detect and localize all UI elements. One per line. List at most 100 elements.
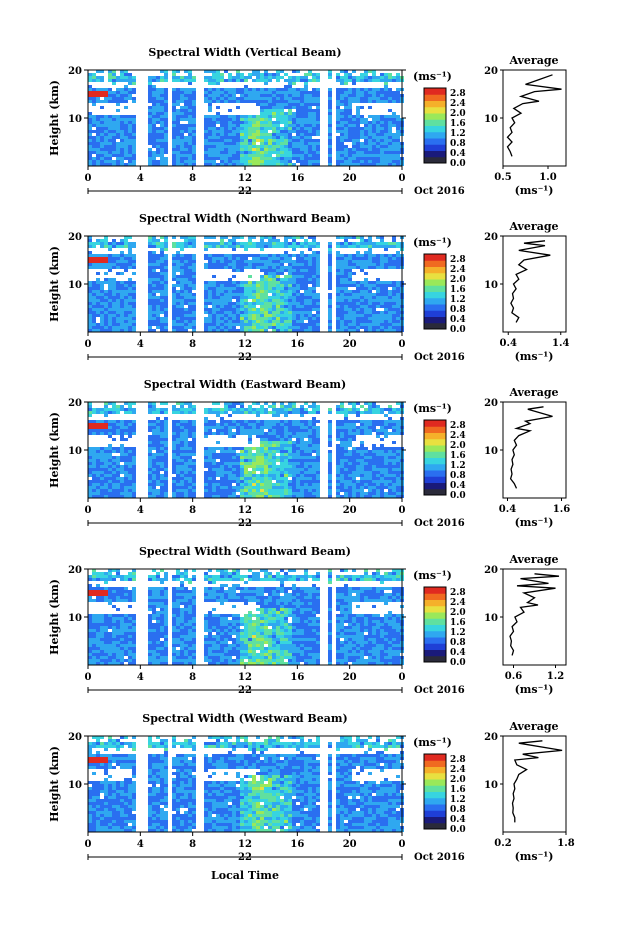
- heatmap-cell: [256, 480, 260, 483]
- heatmap-cell: [372, 88, 376, 91]
- heatmap-cell: [172, 429, 176, 432]
- heatmap-cell: [156, 239, 160, 242]
- heatmap-cell: [276, 112, 280, 115]
- heatmap-cell: [312, 281, 316, 284]
- heatmap-cell: [368, 136, 372, 139]
- heatmap-cell: [236, 76, 240, 79]
- heatmap-cell: [124, 124, 128, 127]
- heatmap-cell: [112, 438, 116, 441]
- heatmap-cell: [188, 326, 192, 329]
- heatmap-cell: [300, 251, 304, 254]
- heatmap-cell: [96, 477, 100, 480]
- heatmap-cell: [172, 411, 176, 414]
- heatmap-cell: [244, 477, 248, 480]
- heatmap-cell: [172, 420, 176, 423]
- heatmap-cell: [128, 254, 132, 257]
- heatmap-cell: [132, 290, 136, 293]
- heatmap-cell: [220, 456, 224, 459]
- heatmap-cell: [236, 471, 240, 474]
- heatmap-cell: [244, 483, 248, 486]
- heatmap-cell: [244, 308, 248, 311]
- heatmap-cell: [264, 112, 268, 115]
- heatmap-cell: [120, 254, 124, 257]
- heatmap-cell: [240, 124, 244, 127]
- heatmap-cell: [212, 115, 216, 118]
- heatmap-cell: [284, 284, 288, 287]
- heatmap-cell: [120, 260, 124, 263]
- heatmap-cell: [228, 266, 232, 269]
- heatmap-cell: [220, 136, 224, 139]
- heatmap-cell: [184, 465, 188, 468]
- heatmap-cell: [148, 435, 152, 438]
- heatmap-cell: [240, 257, 244, 260]
- heatmap-cell: [132, 154, 136, 157]
- heatmap-cell: [96, 136, 100, 139]
- heatmap-cell: [120, 408, 124, 411]
- heatmap-cell: [388, 115, 392, 118]
- heatmap-cell: [220, 124, 224, 127]
- heatmap-cell: [292, 272, 296, 275]
- heatmap-cell: [180, 100, 184, 103]
- heatmap-cell: [328, 242, 332, 245]
- heatmap-cell: [272, 278, 276, 281]
- heatmap-cell: [184, 453, 188, 456]
- heatmap-cell: [116, 323, 120, 326]
- heatmap-cell: [280, 136, 284, 139]
- heatmap-cell: [128, 317, 132, 320]
- heatmap-cell: [292, 136, 296, 139]
- heatmap-cell: [92, 468, 96, 471]
- heatmap-cell: [312, 275, 316, 278]
- heatmap-cell: [192, 148, 196, 151]
- heatmap-cell: [92, 311, 96, 314]
- heatmap-cell: [96, 239, 100, 242]
- heatmap-cell: [352, 142, 356, 145]
- heatmap-cell: [308, 109, 312, 112]
- heatmap-cell: [248, 263, 252, 266]
- heatmap-cell: [308, 145, 312, 148]
- heatmap-cell: [224, 245, 228, 248]
- heatmap-cell: [344, 263, 348, 266]
- heatmap-cell: [148, 411, 152, 414]
- heatmap-cell: [220, 91, 224, 94]
- heatmap-cell: [376, 97, 380, 100]
- heatmap-cell: [288, 109, 292, 112]
- heatmap-cell: [104, 492, 108, 495]
- heatmap-cell: [116, 311, 120, 314]
- heatmap-cell: [284, 290, 288, 293]
- heatmap-cell: [280, 323, 284, 326]
- heatmap-cell: [104, 133, 108, 136]
- heatmap-cell: [228, 127, 232, 130]
- heatmap-cell: [260, 465, 264, 468]
- heatmap-cell: [152, 311, 156, 314]
- heatmap-cell: [392, 133, 396, 136]
- heatmap-cell: [108, 154, 112, 157]
- heatmap-cell: [244, 263, 248, 266]
- heatmap-cell: [112, 133, 116, 136]
- heatmap-cell: [148, 79, 152, 82]
- heatmap-cell: [276, 459, 280, 462]
- heatmap-cell: [88, 459, 92, 462]
- heatmap-cell: [164, 492, 168, 495]
- heatmap-cell: [212, 91, 216, 94]
- heatmap-cell: [360, 260, 364, 263]
- heatmap-cell: [184, 151, 188, 154]
- heatmap-cell: [228, 287, 232, 290]
- heatmap-cell: [308, 97, 312, 100]
- heatmap-cell: [148, 405, 152, 408]
- heatmap-cell: [300, 118, 304, 121]
- heatmap-cell: [96, 462, 100, 465]
- heatmap-cell: [236, 305, 240, 308]
- heatmap-cell: [156, 323, 160, 326]
- heatmap-cell: [132, 426, 136, 429]
- heatmap-cell: [184, 281, 188, 284]
- heatmap-cell: [88, 254, 92, 257]
- heatmap-cell: [208, 314, 212, 317]
- heatmap-cell: [228, 423, 232, 426]
- heatmap-cell: [188, 278, 192, 281]
- heatmap-cell: [124, 290, 128, 293]
- heatmap-cell: [112, 483, 116, 486]
- heatmap-cell: [340, 88, 344, 91]
- heatmap-cell: [344, 278, 348, 281]
- heatmap-cell: [260, 323, 264, 326]
- heatmap-cell: [104, 462, 108, 465]
